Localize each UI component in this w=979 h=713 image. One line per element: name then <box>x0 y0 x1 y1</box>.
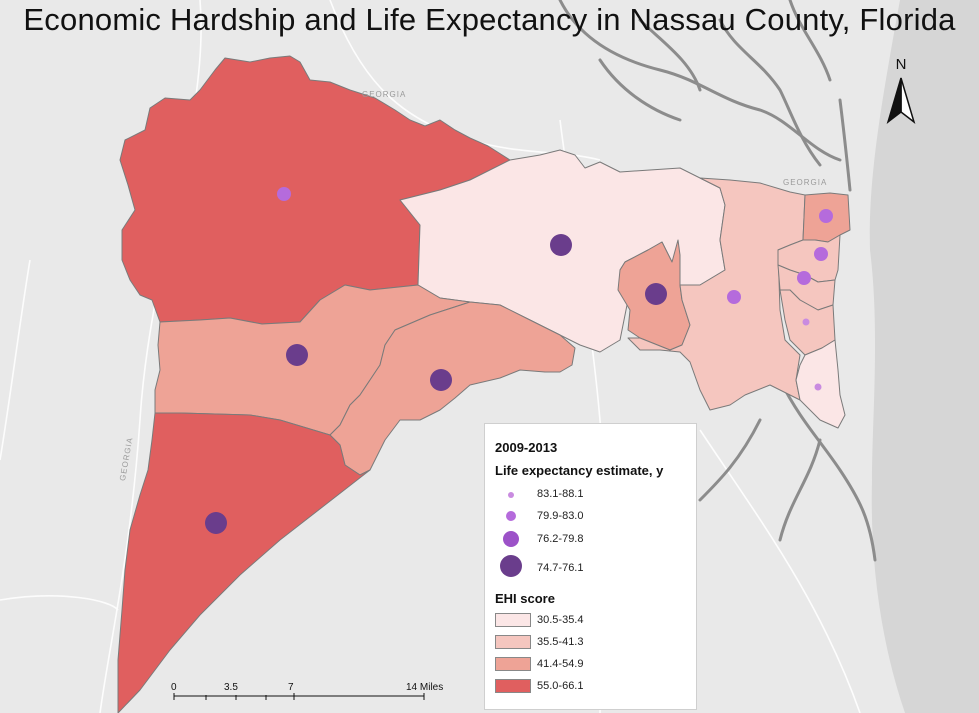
legend-ehi-swatch <box>495 635 531 649</box>
scale-label-1: 3.5 <box>224 682 238 693</box>
legend-ehi-item: 41.4-54.9 <box>485 655 695 679</box>
marker-amelia-3 <box>802 318 810 326</box>
marker-amelia-2 <box>797 271 811 285</box>
map-title: Economic Hardship and Life Expectancy in… <box>23 2 956 37</box>
north-arrow: N <box>884 56 918 128</box>
legend-ehi-swatch <box>495 679 531 693</box>
legend-life-label: 79.9-83.0 <box>537 510 584 522</box>
legend-ehi-item: 35.5-41.3 <box>485 633 695 657</box>
legend-life-label: 83.1-88.1 <box>537 488 584 500</box>
ocean <box>869 0 979 713</box>
legend-ehi-swatch <box>495 613 531 627</box>
marker-amelia-north <box>819 209 833 223</box>
legend-life-dot <box>506 511 516 521</box>
north-arrow-icon <box>886 77 916 125</box>
marker-yulee <box>645 283 667 305</box>
scale-label-0: 0 <box>171 682 177 693</box>
north-letter: N <box>895 56 907 73</box>
legend-life-label: 76.2-79.8 <box>537 533 584 545</box>
scale-bar-graphic <box>173 693 425 700</box>
scale-label-3: 14 Miles <box>406 682 444 693</box>
legend-life-dot <box>500 555 522 577</box>
legend-ehi-label: 35.5-41.3 <box>537 636 584 648</box>
legend-ehi-heading: EHI score <box>495 591 555 606</box>
marker-central-south <box>430 369 452 391</box>
scale-label-2: 7 <box>288 682 294 693</box>
legend-ehi-label: 30.5-35.4 <box>537 614 584 626</box>
tract-amelia-south <box>795 339 846 429</box>
legend-ehi-item: 55.0-66.1 <box>485 677 695 701</box>
legend-ehi-item: 30.5-35.4 <box>485 611 695 635</box>
tract-southwest <box>117 412 371 713</box>
legend-ehi-label: 55.0-66.1 <box>537 680 584 692</box>
legend-life-item: 83.1-88.1 <box>485 484 695 508</box>
marker-central-north <box>550 234 572 256</box>
legend-ehi-label: 41.4-54.9 <box>537 658 584 670</box>
marker-southwest <box>205 512 227 534</box>
marker-west-central <box>286 344 308 366</box>
legend-life-item: 76.2-79.8 <box>485 528 695 552</box>
legend-life-heading: Life expectancy estimate, y <box>495 463 664 478</box>
legend-life-dot <box>503 531 519 547</box>
tract-central-south <box>329 301 576 476</box>
marker-east-central <box>727 290 741 304</box>
marker-northwest <box>277 187 291 201</box>
legend-period: 2009-2013 <box>495 440 558 455</box>
river-network <box>558 0 877 562</box>
marker-amelia-1 <box>814 247 828 261</box>
legend-ehi-swatch <box>495 657 531 671</box>
legend-life-label: 74.7-76.1 <box>537 562 584 574</box>
scale-bar: 0 3.5 7 14 Miles <box>160 682 460 712</box>
georgia-label-north: GEORGIA <box>362 90 407 99</box>
legend-life-item: 74.7-76.1 <box>485 554 695 578</box>
legend-life-dot <box>508 492 514 498</box>
legend-life-item: 79.9-83.0 <box>485 506 695 530</box>
legend: 2009-2013 Life expectancy estimate, y 83… <box>484 423 697 710</box>
georgia-label-east: GEORGIA <box>783 178 828 187</box>
marker-amelia-south <box>814 383 822 391</box>
